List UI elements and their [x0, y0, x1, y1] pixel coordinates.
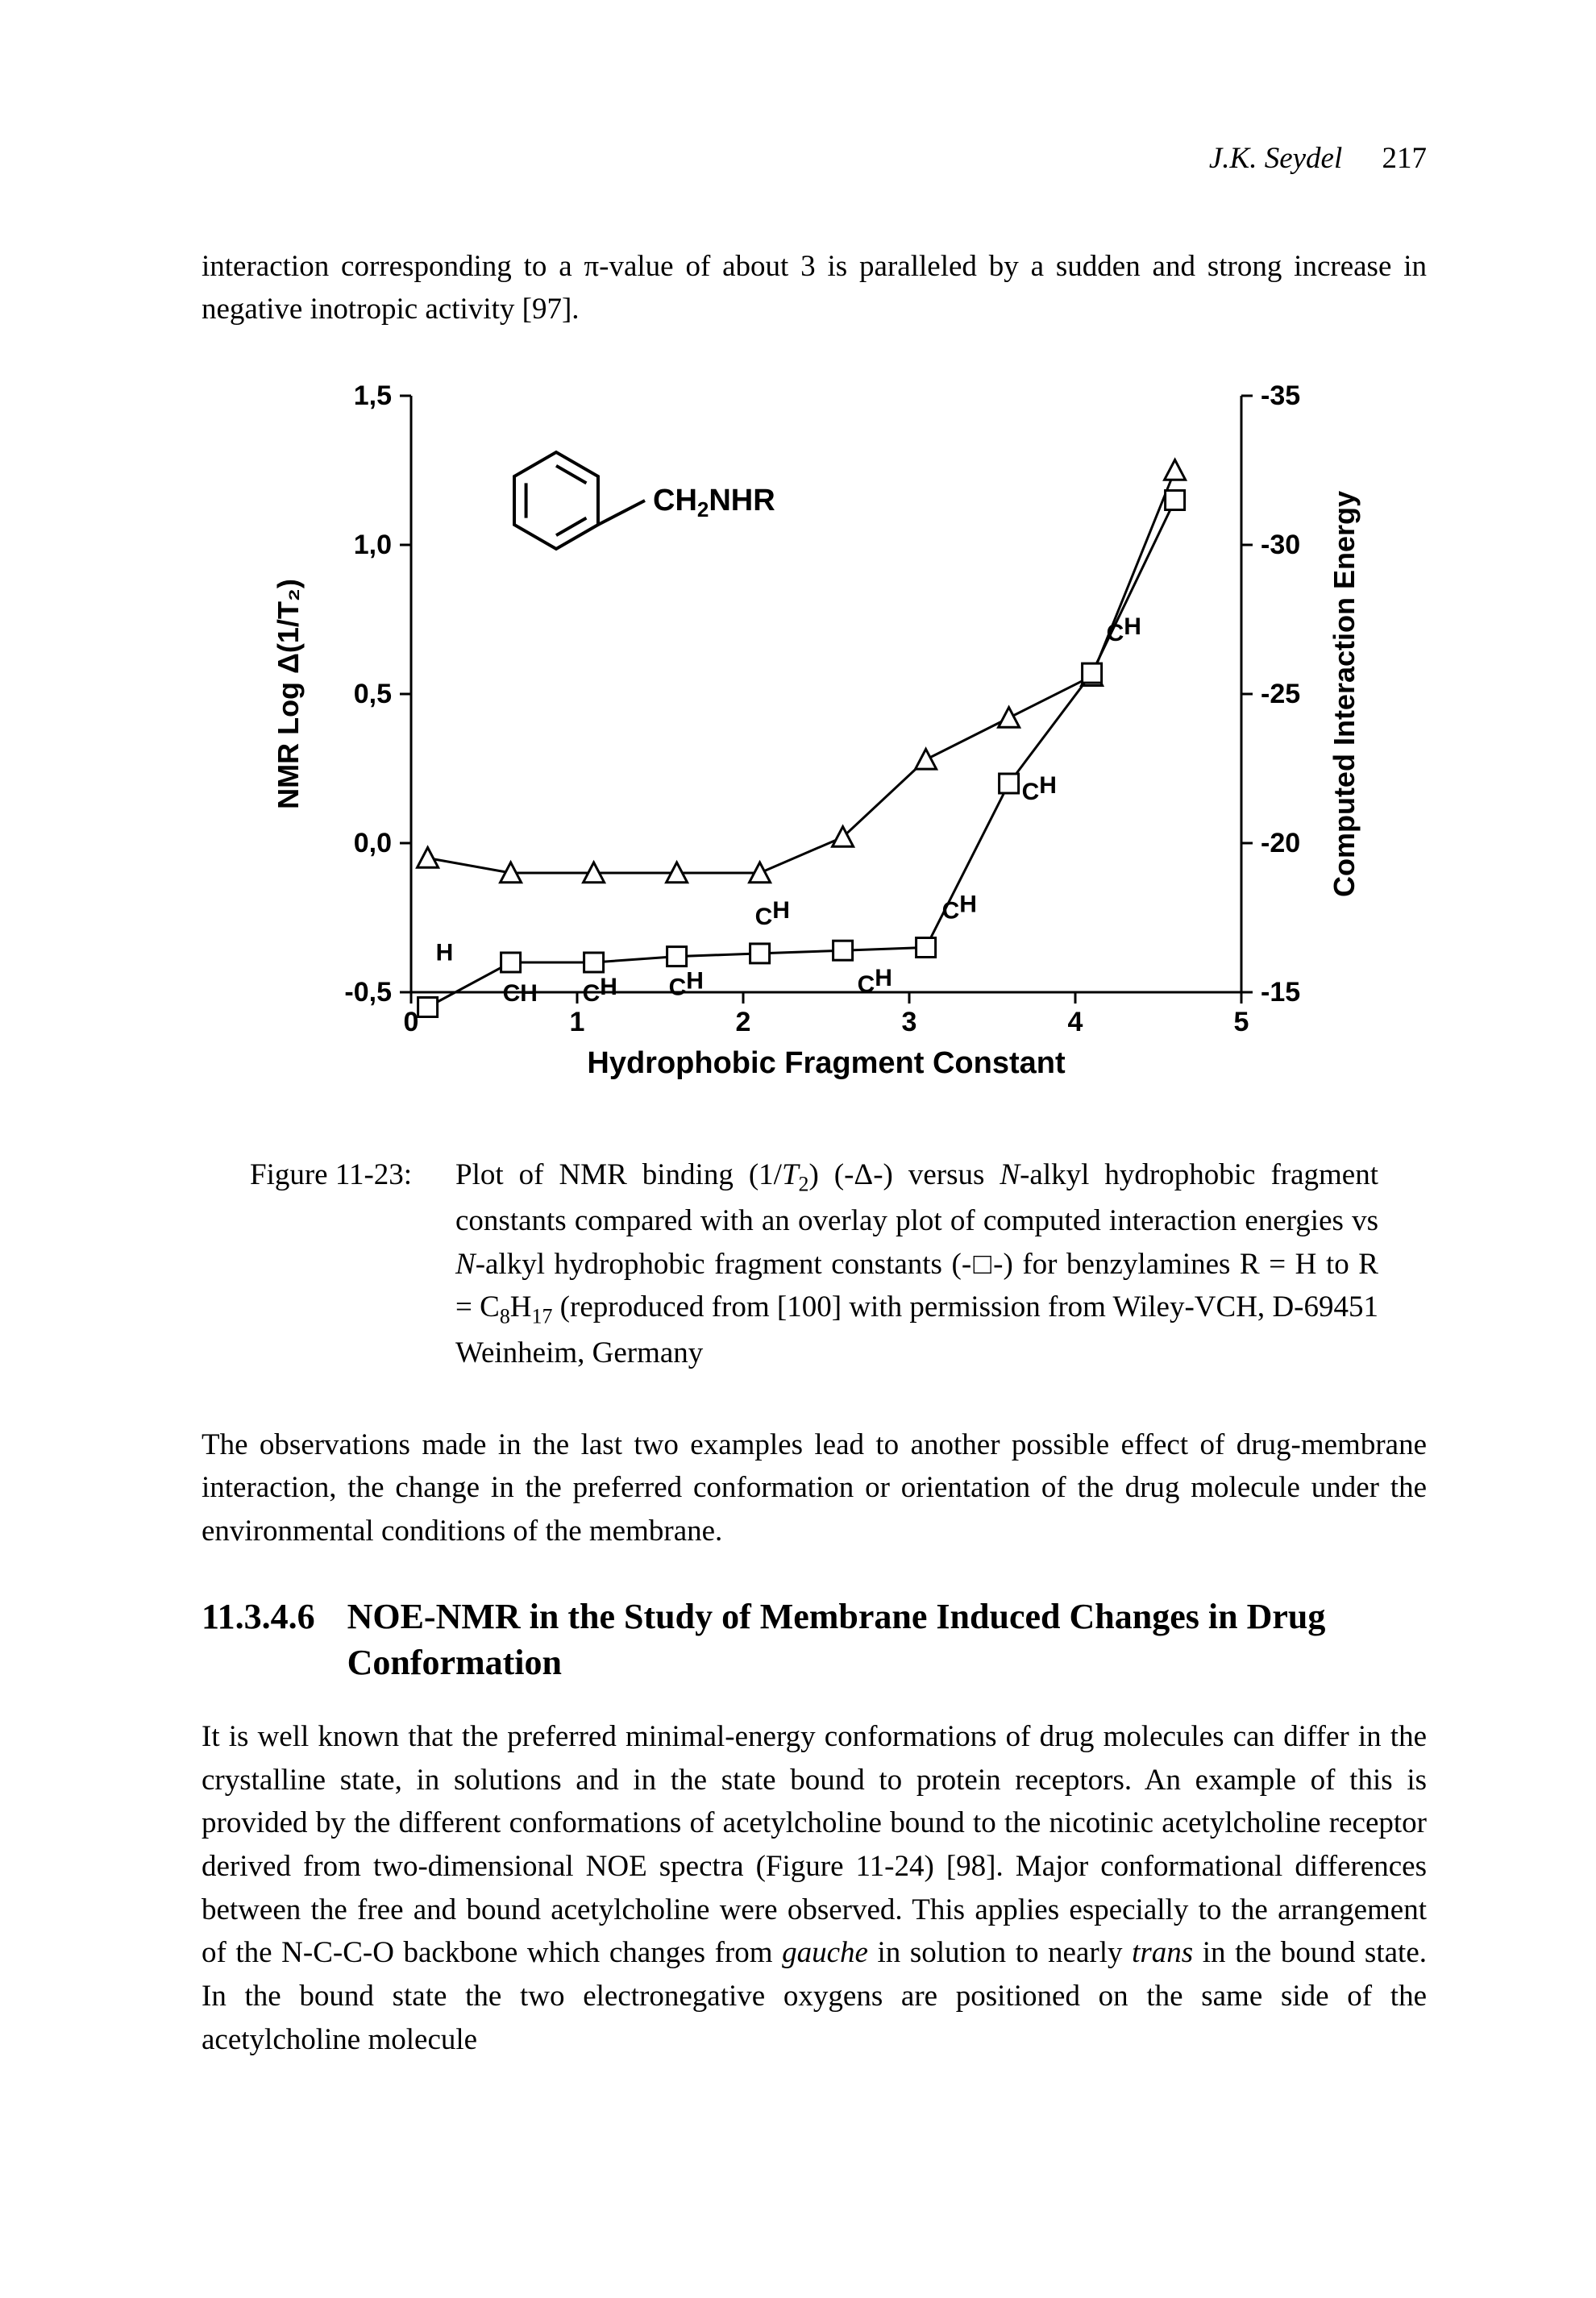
svg-text:0,0: 0,0 [354, 828, 392, 858]
svg-text:3: 3 [902, 1007, 917, 1037]
section-number: 11.3.4.6 [202, 1594, 315, 1685]
svg-text:CH: CH [1022, 772, 1057, 805]
intro-paragraph: interaction corresponding to a π-value o… [202, 245, 1427, 331]
svg-text:1,5: 1,5 [354, 380, 392, 411]
svg-text:CH: CH [1107, 613, 1141, 646]
svg-text:CH: CH [503, 980, 538, 1007]
svg-text:CH: CH [755, 897, 790, 930]
svg-text:Hydrophobic Fragment Constant: Hydrophobic Fragment Constant [587, 1046, 1066, 1080]
svg-text:-25: -25 [1261, 679, 1300, 709]
svg-text:-35: -35 [1261, 380, 1300, 411]
bridge-paragraph: The observations made in the last two ex… [202, 1423, 1427, 1553]
page-root: J.K. Seydel 217 interaction correspondin… [0, 0, 1596, 2298]
svg-text:CH: CH [669, 968, 704, 1001]
header-author: J.K. Seydel [1209, 142, 1342, 175]
svg-text:-15: -15 [1261, 977, 1300, 1008]
section-title: NOE-NMR in the Study of Membrane Induced… [347, 1594, 1427, 1685]
svg-text:CH2NHR: CH2NHR [653, 484, 775, 522]
figure-caption: Figure 11-23: Plot of NMR binding (1/T2)… [250, 1153, 1378, 1375]
svg-text:0: 0 [404, 1007, 419, 1037]
svg-text:4: 4 [1068, 1007, 1083, 1037]
svg-text:-20: -20 [1261, 828, 1300, 858]
body-paragraph: It is well known that the preferred mini… [202, 1715, 1427, 2061]
svg-text:1,0: 1,0 [354, 530, 392, 560]
svg-text:Computed Interaction Energy: Computed Interaction Energy [1328, 491, 1361, 897]
figure-svg: 0 1 2 3 4 5 Hydrophobic Fragment Constant -0,5 0… [250, 364, 1378, 1121]
header-page-number: 217 [1382, 142, 1428, 175]
svg-text:-0,5: -0,5 [344, 977, 392, 1008]
figure-caption-label: Figure 11-23: [250, 1153, 455, 1375]
svg-text:CH: CH [942, 891, 977, 924]
svg-text:1: 1 [570, 1007, 585, 1037]
figure-11-23: 0 1 2 3 4 5 Hydrophobic Fragment Constant -0,5 0… [250, 364, 1378, 1375]
svg-text:-30: -30 [1261, 530, 1300, 560]
running-header: J.K. Seydel 217 [202, 137, 1427, 181]
figure-caption-body: Plot of NMR binding (1/T2) (-Δ-) versus … [455, 1153, 1378, 1375]
svg-text:NMR Log Δ(1/T₂): NMR Log Δ(1/T₂) [272, 579, 305, 809]
svg-text:CH: CH [583, 974, 617, 1007]
svg-text:H: H [436, 939, 454, 966]
section-heading: 11.3.4.6 NOE-NMR in the Study of Membran… [202, 1594, 1427, 1685]
svg-text:5: 5 [1234, 1007, 1249, 1037]
svg-text:2: 2 [736, 1007, 751, 1037]
svg-text:0,5: 0,5 [354, 679, 392, 709]
